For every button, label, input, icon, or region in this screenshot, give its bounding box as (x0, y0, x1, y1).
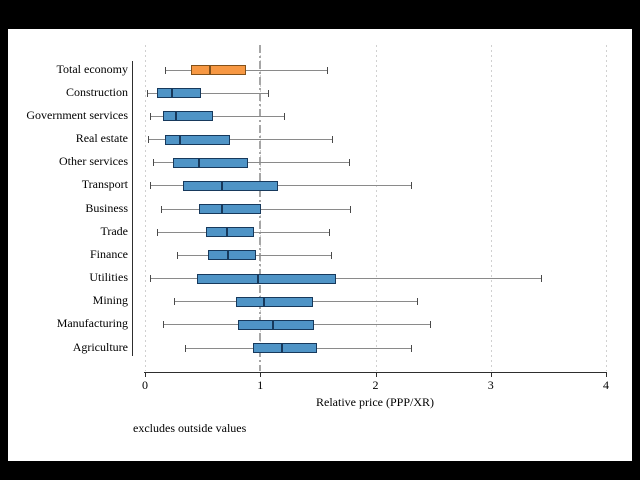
category-label: Transport (81, 177, 128, 192)
iqr-box (156, 88, 202, 99)
whisker-cap-high (429, 321, 431, 329)
x-axis-tick (375, 373, 377, 377)
median-line (281, 343, 284, 354)
whisker-cap-high (284, 112, 286, 120)
iqr-box (183, 180, 278, 191)
x-axis-tick (260, 373, 262, 377)
median-line (170, 88, 173, 99)
x-axis-tick (490, 373, 492, 377)
whisker-cap-low (164, 66, 166, 74)
x-axis-title: Relative price (PPP/XR) (316, 395, 434, 409)
median-line (178, 134, 181, 145)
chart-note: excludes outside values (133, 421, 247, 435)
whisker-cap-low (149, 182, 151, 190)
whisker-line (148, 139, 332, 140)
category-label: Construction (66, 84, 128, 99)
category-label: Other services (59, 154, 128, 169)
x-gridline (375, 45, 377, 371)
median-line (262, 296, 265, 307)
iqr-box (199, 204, 262, 215)
iqr-box (253, 343, 317, 354)
whisker-cap-high (268, 89, 270, 97)
x-tick-label: 0 (142, 378, 148, 392)
whisker-line (147, 92, 269, 94)
iqr-box (164, 134, 231, 145)
median-line (226, 250, 229, 261)
median-line (225, 227, 228, 238)
whisker-line (153, 162, 349, 164)
whisker-cap-high (327, 66, 329, 74)
whisker-line (149, 185, 412, 187)
x-tick-label: 3 (487, 378, 494, 392)
iqr-box (196, 273, 337, 284)
x-axis-tick (606, 373, 607, 377)
median-line (221, 180, 224, 191)
whisker-cap-low (185, 344, 187, 352)
median-line (271, 319, 274, 330)
category-label: Trade (100, 223, 128, 238)
category-label: Mining (92, 293, 128, 308)
whisker-cap-low (149, 112, 151, 120)
whisker-cap-high (348, 159, 350, 167)
whisker-cap-low (156, 228, 158, 236)
median-line (256, 273, 259, 284)
median-line (208, 65, 211, 75)
category-label: Real estate (75, 131, 128, 145)
category-label: Finance (90, 246, 128, 261)
iqr-box (208, 250, 256, 261)
iqr-box (236, 296, 314, 307)
whisker-cap-low (163, 321, 165, 329)
whisker-cap-low (148, 136, 150, 143)
x-axis-line (144, 372, 607, 373)
x-gridline (145, 45, 146, 371)
x-gridline (606, 45, 607, 371)
x-axis-tick (145, 373, 146, 377)
iqr-box (238, 319, 315, 330)
whisker-line (149, 115, 285, 117)
whisker-cap-high (411, 182, 413, 190)
category-label: Manufacturing (56, 316, 128, 331)
whisker-cap-high (541, 275, 543, 283)
median-line (175, 111, 178, 122)
category-label: Utilities (89, 270, 128, 285)
y-axis-line (132, 61, 133, 356)
whisker-cap-low (149, 275, 151, 283)
whisker-cap-low (147, 89, 149, 97)
median-line (198, 157, 201, 168)
whisker-cap-low (161, 205, 163, 213)
median-line (221, 204, 224, 215)
whisker-cap-high (331, 136, 333, 143)
chart-canvas (8, 29, 632, 461)
iqr-box (206, 227, 255, 238)
whisker-line (149, 278, 542, 280)
whisker-cap-low (177, 251, 179, 259)
x-tick-label: 1 (257, 378, 264, 392)
whisker-cap-high (411, 344, 413, 352)
whisker-cap-low (173, 298, 175, 306)
x-gridline (490, 45, 492, 371)
iqr-box (163, 111, 213, 122)
whisker-cap-high (330, 251, 332, 259)
iqr-box (172, 157, 248, 168)
category-label: Government services (26, 107, 128, 122)
category-label: Total economy (56, 61, 128, 76)
whisker-cap-high (350, 205, 352, 213)
iqr-box (191, 65, 247, 75)
whisker-cap-high (329, 228, 331, 236)
x-tick-label: 2 (372, 378, 379, 392)
category-label: Agriculture (72, 339, 128, 354)
category-label: Business (85, 200, 128, 215)
whisker-cap-low (153, 159, 155, 167)
whisker-cap-high (416, 298, 418, 306)
x-tick-label: 4 (603, 378, 609, 392)
